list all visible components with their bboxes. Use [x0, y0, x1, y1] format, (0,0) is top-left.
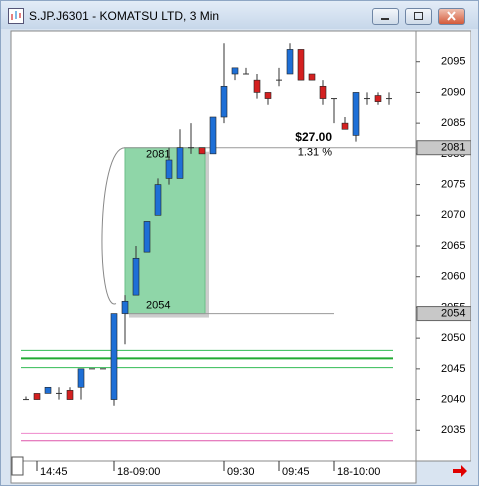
- scroll-arrow[interactable]: [453, 465, 467, 477]
- y-tick-label: 2065: [441, 240, 465, 252]
- candle-body: [308, 73, 316, 81]
- candle-body: [66, 390, 74, 400]
- measure-low-label: 2054: [146, 299, 170, 311]
- candle-body: [319, 85, 327, 99]
- candle-body: [121, 300, 129, 314]
- candle-body: [176, 147, 184, 179]
- time-axis: [10, 460, 417, 484]
- candle-body: [143, 221, 151, 253]
- close-button[interactable]: [438, 8, 465, 25]
- y-tick-label: 2075: [441, 178, 465, 190]
- y-tick-label: 2070: [441, 209, 465, 221]
- candle-body: [209, 116, 217, 155]
- candle-body: [165, 159, 173, 179]
- price-marker: [416, 306, 471, 322]
- x-tick-label: 09:45: [282, 466, 310, 478]
- window-icon: [8, 8, 24, 24]
- maximize-button[interactable]: [405, 8, 432, 25]
- corner-box[interactable]: [11, 456, 24, 476]
- candle-body: [297, 49, 305, 81]
- y-tick-label: 2035: [441, 424, 465, 436]
- minimize-button[interactable]: [372, 8, 399, 25]
- title-bar: S.JP.J6301 - KOMATSU LTD, 3 Min: [1, 1, 478, 29]
- candle-body: [44, 386, 52, 394]
- measure-percent: 1.31 %: [298, 147, 332, 159]
- candle-body: [110, 313, 118, 400]
- window-title: S.JP.J6301 - KOMATSU LTD, 3 Min: [29, 9, 220, 23]
- candle-body: [220, 85, 228, 118]
- candle-body: [352, 92, 360, 136]
- measure-arc: [101, 147, 126, 305]
- y-tick-label: 2095: [441, 56, 465, 68]
- y-tick-label: 2040: [441, 393, 465, 405]
- x-tick-label: 18-10:00: [337, 466, 380, 478]
- measure-high-label: 2081: [146, 149, 170, 161]
- candle-body: [253, 79, 261, 93]
- price-marker-label: 2081: [441, 142, 465, 154]
- x-tick-label: 09:30: [227, 466, 255, 478]
- candle-body: [341, 122, 349, 130]
- price-marker: [416, 140, 471, 156]
- y-tick-label: 2060: [441, 271, 465, 283]
- candle-body: [154, 184, 162, 216]
- candle-body: [132, 257, 140, 296]
- x-tick-label: 14:45: [40, 466, 68, 478]
- y-tick-label: 2090: [441, 86, 465, 98]
- candle-body: [374, 95, 382, 102]
- plot-area: [10, 30, 417, 462]
- measure-box: [124, 147, 206, 315]
- price-marker-label: 2054: [441, 307, 465, 319]
- candle-body: [231, 67, 239, 75]
- y-tick-label: 2085: [441, 117, 465, 129]
- candle-body: [33, 393, 41, 400]
- candle-body: [286, 49, 294, 75]
- candle-body: [198, 147, 206, 155]
- measure-change: $27.00: [295, 130, 332, 144]
- x-tick-label: 18-09:00: [117, 466, 160, 478]
- y-tick-label: 2045: [441, 363, 465, 375]
- chart: 2035204020452050205520602065207020752080…: [10, 30, 471, 484]
- y-tick-label: 2050: [441, 332, 465, 344]
- candle-body: [77, 368, 85, 388]
- candle-body: [264, 92, 272, 99]
